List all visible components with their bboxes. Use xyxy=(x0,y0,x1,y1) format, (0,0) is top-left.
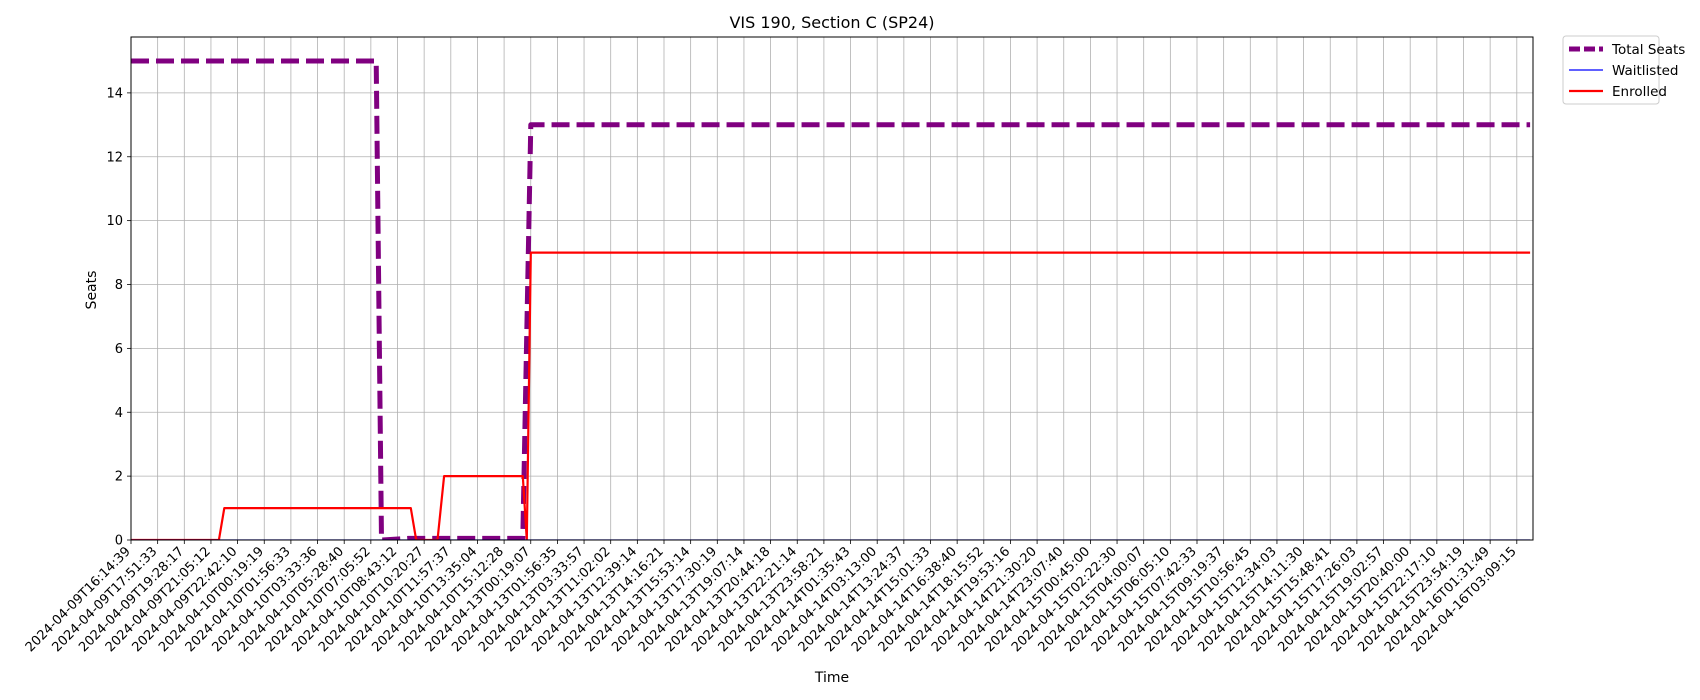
grid xyxy=(130,37,1533,541)
y-tick-label: 14 xyxy=(106,86,123,101)
plot-frame xyxy=(130,36,1534,541)
y-tick-label: 8 xyxy=(115,278,123,293)
y-tick-label: 4 xyxy=(115,406,123,421)
legend-label: Total Seats xyxy=(1611,42,1685,58)
chart-title: VIS 190, Section C (SP24) xyxy=(729,13,934,32)
y-tick-label: 6 xyxy=(115,342,123,357)
legend-box xyxy=(1562,35,1660,105)
y-tick-label: 10 xyxy=(106,214,123,229)
y-axis: 0 2 4 6 8 10 12 14 xyxy=(106,86,131,549)
x-axis: 2024-04-09T16:14:392024-04-09T17:51:3320… xyxy=(23,540,1520,655)
series-lines xyxy=(131,58,1531,540)
legend-label: Enrolled xyxy=(1612,84,1667,100)
y-tick-label: 2 xyxy=(115,470,123,485)
legend-label: Waitlisted xyxy=(1612,63,1679,79)
y-tick-label: 12 xyxy=(106,150,123,165)
legend: Total Seats Waitlisted Enrolled xyxy=(1562,35,1685,105)
y-axis-title: Seats xyxy=(84,271,100,310)
enrolled-line xyxy=(131,251,1531,540)
x-axis-title: Time xyxy=(814,670,849,686)
y-tick-label: 0 xyxy=(115,534,123,549)
